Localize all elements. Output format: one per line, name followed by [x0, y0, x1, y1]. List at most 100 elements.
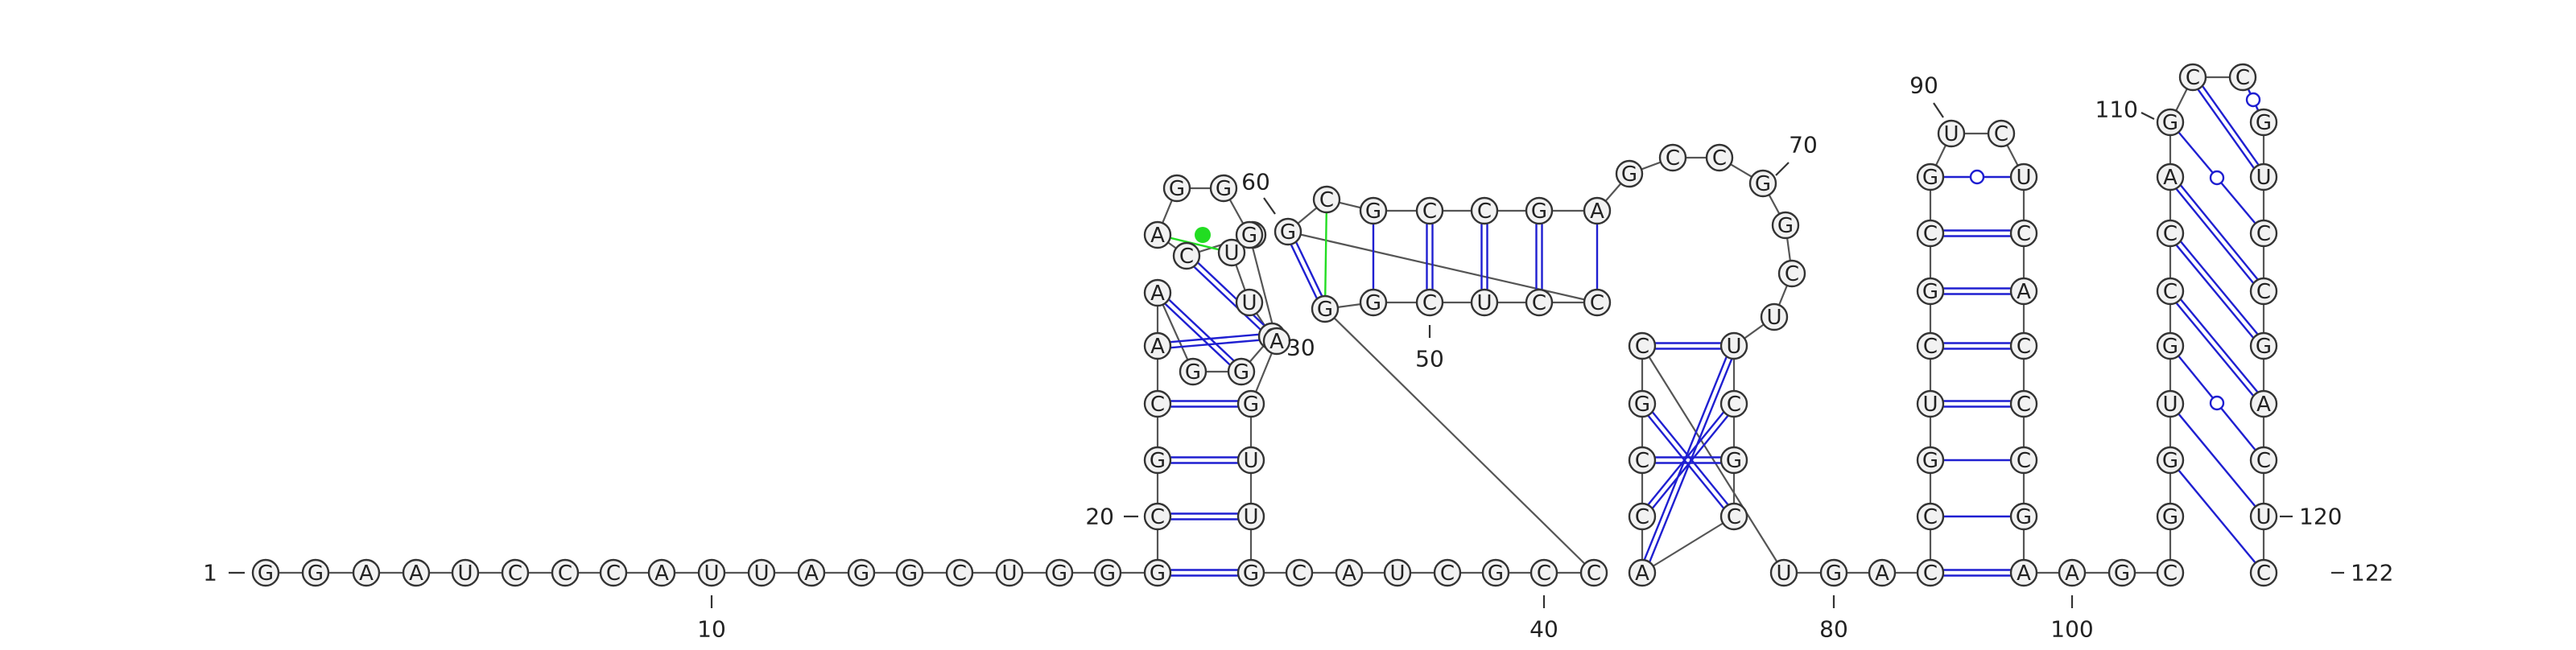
- nucleotide-letter: A: [1875, 562, 1889, 586]
- nucleotide-letter: C: [2017, 393, 2031, 417]
- nucleotide-letter: G: [2256, 335, 2272, 359]
- wobble-pair-marker: [2209, 170, 2225, 186]
- nucleotide: G: [2156, 331, 2185, 360]
- nucleotide-letter: G: [1365, 200, 1381, 224]
- nucleotide: G: [2156, 108, 2185, 137]
- nucleotide-letter: G: [2162, 111, 2178, 135]
- nucleotide: G: [2249, 108, 2278, 137]
- nucleotide-letter: U: [2162, 393, 2178, 417]
- position-ticks: [229, 102, 2344, 608]
- nucleotide: C: [1143, 389, 1172, 418]
- nucleotide-letter: U: [753, 562, 769, 586]
- pair-line: [1294, 241, 1323, 297]
- nucleotide-letter: C: [2256, 562, 2271, 586]
- nucleotide-letter: G: [1777, 214, 1794, 238]
- nucleotide: C: [1628, 331, 1657, 360]
- nucleotide: G: [847, 558, 876, 587]
- nucleotide: U: [1916, 389, 1945, 418]
- nucleotide: C: [2228, 63, 2257, 92]
- wobble-pair-marker: [2245, 92, 2261, 108]
- nucleotide-letter: G: [902, 562, 918, 586]
- nucleotide-letter: U: [1776, 562, 1791, 586]
- nucleotide-letter: C: [1994, 122, 2008, 146]
- nucleotide: G: [1045, 558, 1074, 587]
- nucleotide-letter: G: [2256, 111, 2272, 135]
- nucleotide: G: [1719, 446, 1748, 475]
- position-tick: [1775, 162, 1790, 176]
- pair-line: [2175, 302, 2255, 397]
- position-tick: [1933, 102, 1944, 118]
- nucleotide-letter: U: [1726, 335, 1741, 359]
- nucleotide-letter: G: [1726, 449, 1742, 473]
- backbone-segment: [1641, 345, 1785, 574]
- nucleotide-letter: U: [1766, 306, 1781, 330]
- nucleotide: C: [2009, 446, 2038, 475]
- pair-line: [1168, 298, 1235, 362]
- nucleotide: G: [1359, 288, 1388, 317]
- nucleotide: A: [647, 558, 676, 587]
- backbone-segment: [1641, 516, 1735, 574]
- nucleotide-letter: G: [1243, 393, 1259, 417]
- nucleotide-letter: C: [1923, 335, 1938, 359]
- nucleotide: C: [1719, 502, 1748, 531]
- nucleotide: C: [1433, 558, 1462, 587]
- pair-line: [1164, 302, 1231, 366]
- nucleotide-letter: C: [1923, 222, 1938, 246]
- nucleotide: C: [1172, 241, 1201, 270]
- nucleotide-letter: U: [2256, 166, 2271, 190]
- nucleotide-letter: A: [359, 562, 374, 586]
- nucleotide: C: [599, 558, 628, 587]
- position-label: 100: [2050, 616, 2093, 643]
- nucleotide: G: [1235, 220, 1264, 249]
- nucleotide: G: [1209, 174, 1238, 203]
- nucleotide-letter: C: [606, 562, 621, 586]
- position-label: 30: [1286, 335, 1315, 361]
- nucleotide-letter: A: [409, 562, 423, 586]
- nucleotide-letter: C: [1712, 146, 1727, 171]
- backbone-segment: [1324, 308, 1595, 574]
- nucleotide: A: [2249, 389, 2278, 418]
- base-pair-lines: [1164, 85, 2261, 577]
- nucleotide: G: [1143, 558, 1172, 587]
- nucleotide: C: [1143, 502, 1172, 531]
- nucleotide: A: [1143, 220, 1172, 249]
- nucleotide-letter: C: [1635, 335, 1649, 359]
- nucleotide: A: [1868, 558, 1897, 587]
- nucleotide-letter: G: [1150, 562, 1166, 586]
- pair-line: [1651, 414, 1729, 509]
- nucleotide: U: [2249, 162, 2278, 191]
- nucleotide-letter: G: [1233, 360, 1249, 385]
- nucleotide-letter: G: [1150, 449, 1166, 473]
- nucleotide: C: [1916, 331, 1945, 360]
- nucleotide: G: [1236, 558, 1265, 587]
- pair-line: [1647, 414, 1725, 509]
- pair-line: [2179, 298, 2259, 393]
- nucleotide: U: [697, 558, 726, 587]
- nucleotide-letter: G: [1280, 220, 1296, 245]
- nucleotide-letter: C: [2017, 449, 2031, 473]
- nucleotide: C: [1987, 119, 2016, 148]
- nucleotide: G: [2156, 446, 2185, 475]
- nucleotide-letter: C: [2256, 449, 2271, 473]
- nucleotide-letter: C: [1422, 291, 1437, 315]
- nucleotide: U: [1769, 558, 1798, 587]
- nucleotide: C: [1628, 446, 1657, 475]
- pair-line: [2202, 85, 2260, 166]
- nucleotide-letter: G: [1755, 172, 1771, 196]
- nucleotide-letter: G: [853, 562, 869, 586]
- nucleotide: G: [1819, 558, 1848, 587]
- nucleotide-letter: C: [1477, 200, 1492, 224]
- pair-line: [2178, 469, 2256, 564]
- noncanonical-pair-line: [1170, 237, 1220, 251]
- nucleotide: U: [995, 558, 1024, 587]
- nucleotide-letter: G: [1216, 177, 1232, 201]
- nucleotide-letter: U: [2256, 505, 2271, 529]
- nucleotide: C: [2156, 277, 2185, 306]
- nucleotide-letter: U: [1241, 291, 1257, 315]
- nucleotide: G: [1916, 446, 1945, 475]
- nucleotide: G: [1481, 558, 1510, 587]
- nucleotide-letter: A: [1590, 200, 1604, 224]
- nucleotide-letter: C: [1292, 562, 1307, 586]
- nucleotide: A: [352, 558, 381, 587]
- nucleotide: C: [1916, 219, 1945, 248]
